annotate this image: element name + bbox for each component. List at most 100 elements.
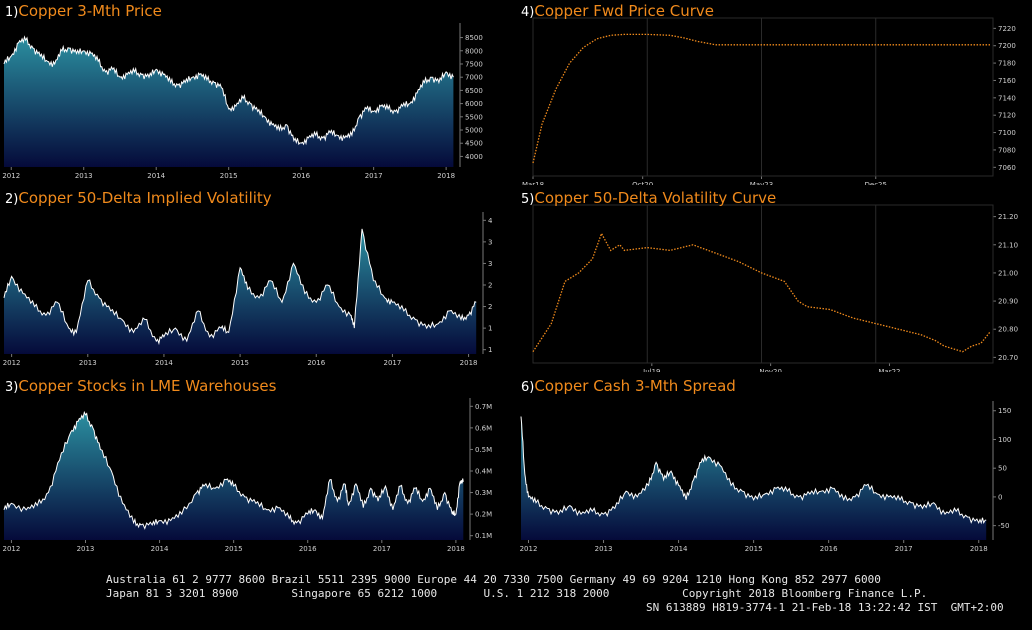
vol-curve-chart-svg: 21.20 21.10 21.00 20.90 20.80 20.70 Jul19 Nov20… <box>532 204 1018 372</box>
x-tick-label: 2018 <box>460 359 478 367</box>
y-tick-label: 8500 <box>465 34 483 42</box>
x-tick-label: 2018 <box>447 545 465 553</box>
y-tick-label: 0 <box>998 493 1002 501</box>
panel-title: 3)Copper Stocks in LME Warehouses <box>5 377 277 395</box>
series-line <box>3 410 464 530</box>
panel-title: 6)Copper Cash 3-Mth Spread <box>521 377 736 395</box>
y-tick-label: 7100 <box>998 129 1016 137</box>
y-tick-label: 20.70 <box>998 354 1018 362</box>
x-tick-label: Oct20 <box>632 181 653 185</box>
chart-panel-vol-curve[interactable]: 21.20 21.10 21.00 20.90 20.80 20.70 Jul19 Nov20… <box>518 189 1032 372</box>
y-tick-label: 15 <box>488 325 492 333</box>
series-line <box>532 231 991 353</box>
y-tick-label: 7120 <box>998 112 1016 120</box>
y-tick-label: 6500 <box>465 87 483 95</box>
panel-title: 4)Copper Fwd Price Curve <box>521 2 714 20</box>
x-tick-label: 2015 <box>225 545 243 553</box>
x-tick-label: Nov20 <box>759 368 782 372</box>
y-tick-label: 7060 <box>998 164 1016 172</box>
series-area <box>521 416 987 540</box>
y-tick-label: 40 <box>488 217 492 225</box>
y-tick-label: 0.2M <box>475 511 492 519</box>
x-tick-label: 2014 <box>155 359 173 367</box>
x-tick-label: 2012 <box>2 545 20 553</box>
y-tick-label: 0.7M <box>475 403 492 411</box>
y-tick-label: 0.6M <box>475 424 492 432</box>
chart-panel-price[interactable]: 8500 8000 7500 7000 6500 6000 5500 5000 4500 4000… <box>2 2 492 185</box>
series-area <box>4 412 464 540</box>
x-tick-label: 2016 <box>820 545 838 553</box>
x-tick-label: 2013 <box>77 545 95 553</box>
y-tick-label: 35 <box>488 238 492 246</box>
y-tick-label: 7080 <box>998 146 1016 154</box>
cash-spread-chart-svg: 150 100 50 0 -50 2012 2013 2014 2015 2016 2017 2018 <box>520 401 1011 553</box>
chart-panel-lme-stocks[interactable]: 0.7M 0.6M 0.5M 0.4M 0.3M 0.2M 0.1M 2012 2013 2014… <box>2 377 492 569</box>
x-tick-label: 2015 <box>745 545 763 553</box>
x-tick-label: 2014 <box>147 172 165 180</box>
x-tick-label: 2015 <box>220 172 238 180</box>
x-tick-label: 2017 <box>384 359 402 367</box>
footer-contact-bar: Australia 61 2 9777 8600 Brazil 5511 239… <box>0 570 1032 630</box>
y-tick-label: 4500 <box>465 140 483 148</box>
y-tick-label: 21.20 <box>998 213 1018 221</box>
x-tick-label: 2012 <box>3 359 21 367</box>
y-tick-label: 150 <box>998 407 1011 415</box>
chart-panel-fwd-curve[interactable]: 7220 7200 7180 7160 7140 7120 7100 7080 7060 Mar1… <box>518 2 1032 185</box>
y-tick-label: 5500 <box>465 113 483 121</box>
y-tick-label: 4000 <box>465 153 483 161</box>
x-tick-label: May23 <box>750 181 773 185</box>
footer-line-1: Australia 61 2 9777 8600 Brazil 5511 239… <box>106 573 881 586</box>
x-tick-label: 2015 <box>231 359 249 367</box>
y-tick-label: 0.5M <box>475 446 492 454</box>
series-line <box>3 35 454 146</box>
x-tick-label: 2018 <box>970 545 988 553</box>
price-chart-svg: 8500 8000 7500 7000 6500 6000 5500 5000 4500 4000… <box>2 23 483 180</box>
y-tick-label: 10 <box>488 346 492 354</box>
x-tick-label: Mar22 <box>878 368 900 372</box>
y-tick-label: 20.90 <box>998 298 1018 306</box>
panel-title: 5)Copper 50-Delta Volatility Curve <box>521 189 777 207</box>
x-tick-label: 2017 <box>373 545 391 553</box>
y-tick-label: 20 <box>488 303 492 311</box>
y-tick-label: 100 <box>998 436 1011 444</box>
panel-title: 2)Copper 50-Delta Implied Volatility <box>5 189 272 207</box>
series-line <box>3 228 477 346</box>
x-tick-label: 2017 <box>365 172 383 180</box>
x-tick-label: 2012 <box>520 545 538 553</box>
chart-panel-implied-vol[interactable]: 4035302520151020122013201420152016201720… <box>2 189 492 372</box>
x-tick-label: 2013 <box>79 359 97 367</box>
y-tick-label: 30 <box>488 260 492 268</box>
y-tick-label: 7160 <box>998 77 1016 85</box>
y-tick-label: 50 <box>998 465 1007 473</box>
x-tick-label: 2013 <box>595 545 613 553</box>
y-tick-label: 7000 <box>465 74 483 82</box>
x-tick-label: Jul19 <box>642 368 660 372</box>
y-tick-label: 20.80 <box>998 326 1018 334</box>
x-tick-label: 2016 <box>299 545 317 553</box>
panel-title: 1)Copper 3-Mth Price <box>5 2 162 20</box>
y-tick-label: 21.00 <box>998 269 1018 277</box>
x-tick-label: 2018 <box>437 172 455 180</box>
x-tick-label: 2014 <box>670 545 688 553</box>
x-tick-label: 2014 <box>151 545 169 553</box>
y-tick-label: 7140 <box>998 94 1016 102</box>
y-tick-label: 7220 <box>998 25 1016 33</box>
y-tick-label: 21.10 <box>998 241 1018 249</box>
y-tick-label: 7500 <box>465 60 483 68</box>
x-tick-label: Dec25 <box>865 181 887 185</box>
series-area <box>4 37 454 167</box>
implied-vol-chart-svg: 4035302520151020122013201420152016201720… <box>3 212 492 367</box>
y-tick-label: 0.4M <box>475 468 492 476</box>
y-tick-label: 0.3M <box>475 489 492 497</box>
plot-frame <box>532 17 994 177</box>
lme-stocks-chart-svg: 0.7M 0.6M 0.5M 0.4M 0.3M 0.2M 0.1M 2012 2013 2014… <box>2 398 492 553</box>
chart-panel-cash-spread[interactable]: 150 100 50 0 -50 2012 2013 2014 2015 2016 2017 2018… <box>518 377 1032 569</box>
x-tick-label: 2012 <box>2 172 20 180</box>
footer-line-3: SN 613889 H819-3774-1 21-Feb-18 13:22:42… <box>646 601 1004 614</box>
series-line <box>520 416 987 525</box>
y-tick-label: 8000 <box>465 47 483 55</box>
y-tick-label: 7200 <box>998 42 1016 50</box>
y-tick-label: 25 <box>488 282 492 290</box>
series-area <box>4 228 477 354</box>
footer-line-2: Japan 81 3 3201 8900 Singapore 65 6212 1… <box>106 587 928 600</box>
